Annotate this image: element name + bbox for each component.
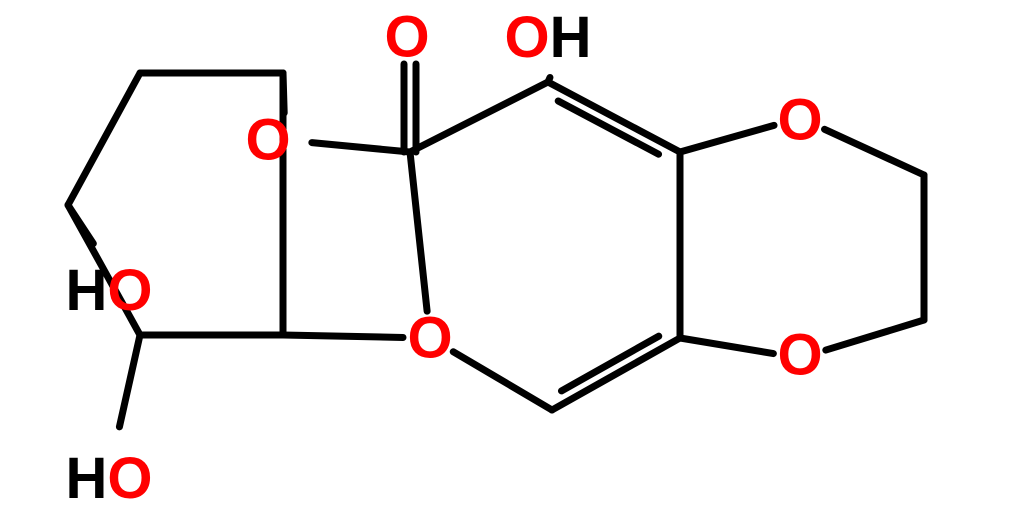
bond	[825, 129, 924, 175]
molecule-diagram: O O O O O OH HO HO	[0, 0, 1015, 523]
atom-label: O	[777, 88, 822, 153]
atom-label: O	[245, 108, 290, 173]
bond	[558, 101, 658, 154]
atom-label: O	[777, 323, 822, 388]
bond	[680, 338, 773, 354]
bond	[119, 335, 140, 427]
bond	[68, 205, 93, 244]
bond	[680, 125, 774, 152]
bond	[283, 335, 403, 337]
bond	[410, 82, 548, 152]
atom-label: O	[384, 5, 429, 70]
bond	[561, 336, 658, 391]
bond	[548, 82, 680, 152]
bond	[552, 338, 680, 410]
bond	[826, 320, 924, 350]
atom-label-oh: OH	[504, 5, 591, 70]
bond	[410, 152, 427, 311]
atom-label-ho: HO	[65, 446, 152, 511]
bond	[453, 352, 552, 410]
atom-label-ho: HO	[65, 258, 152, 323]
bond	[68, 73, 140, 205]
bond	[312, 143, 410, 152]
atom-label: O	[407, 306, 452, 371]
